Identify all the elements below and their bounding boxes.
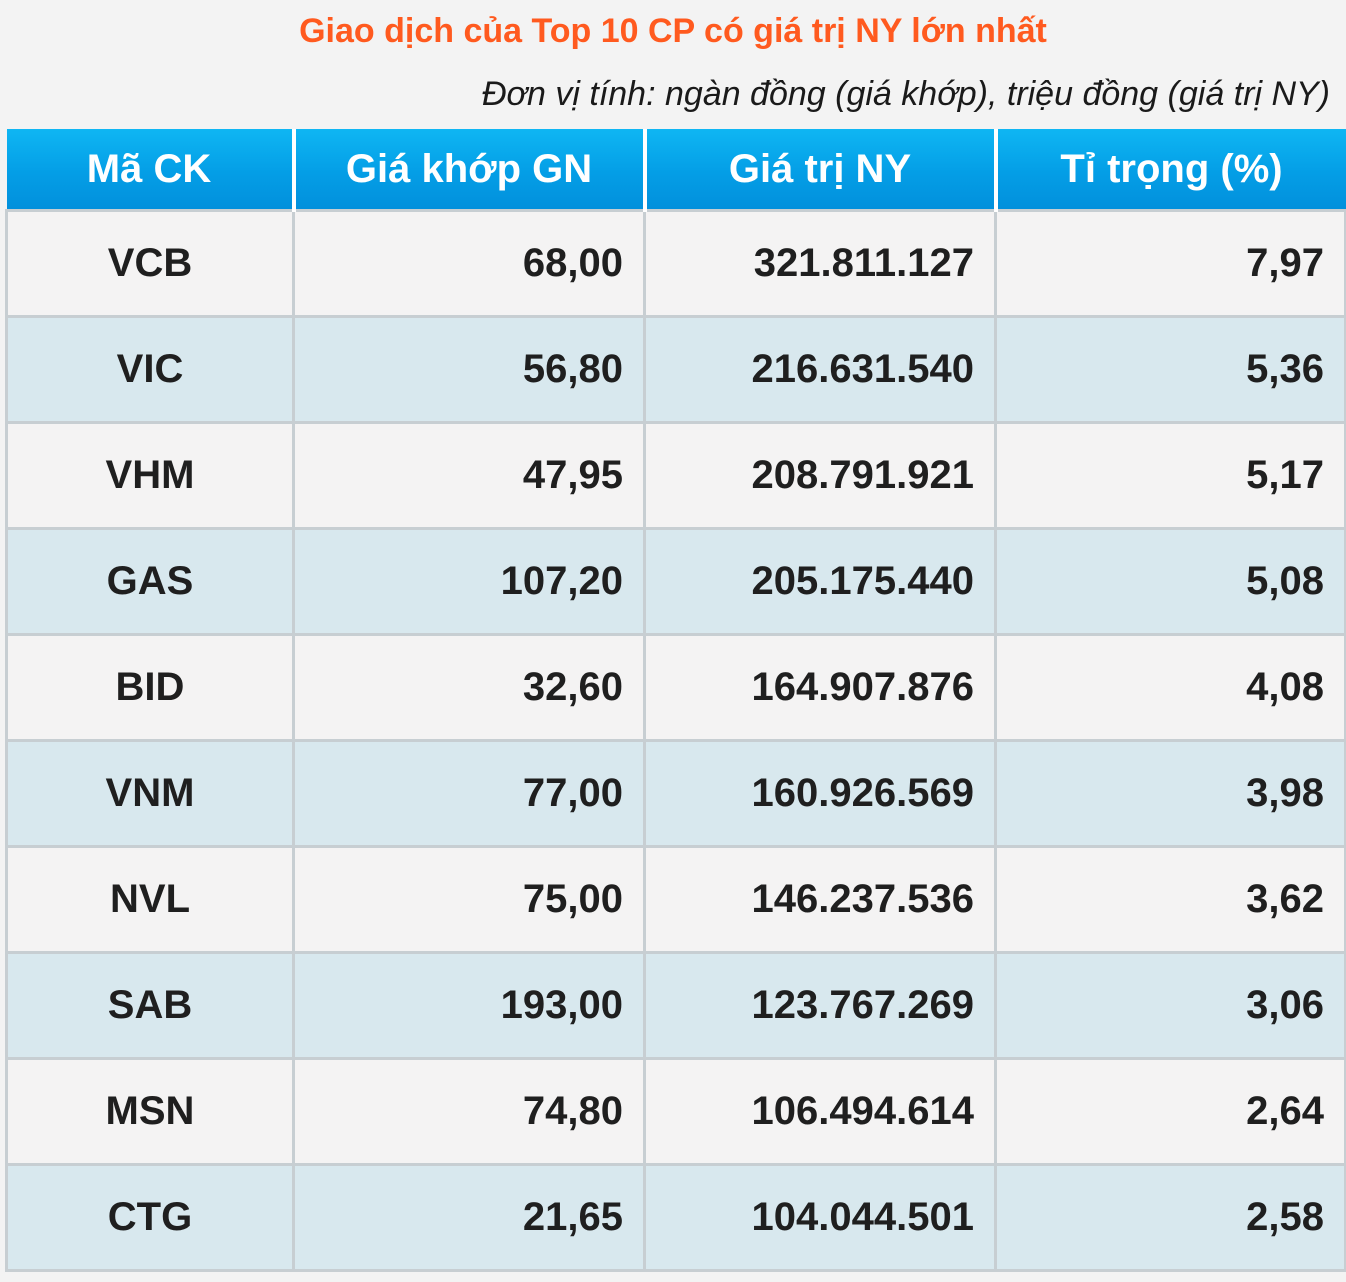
stock-code-cell: NVL bbox=[5, 845, 295, 954]
match-price-cell: 32,60 bbox=[292, 633, 646, 742]
match-price-cell: 56,80 bbox=[292, 315, 646, 424]
weight-cell: 2,58 bbox=[994, 1163, 1346, 1272]
stock-code-cell: GAS bbox=[5, 527, 295, 636]
match-price-cell: 74,80 bbox=[292, 1057, 646, 1166]
listed-value-cell: 160.926.569 bbox=[643, 739, 997, 848]
listed-value-cell: 123.767.269 bbox=[643, 951, 997, 1060]
stock-code-cell: VNM bbox=[5, 739, 295, 848]
weight-cell: 3,98 bbox=[994, 739, 1346, 848]
table-title: Giao dịch của Top 10 CP có giá trị NY lớ… bbox=[299, 12, 1047, 50]
match-price-cell: 68,00 bbox=[292, 209, 646, 318]
match-price-cell: 107,20 bbox=[292, 527, 646, 636]
match-price-cell: 75,00 bbox=[292, 845, 646, 954]
unit-note: Đơn vị tính: ngàn đồng (giá khớp), triệu… bbox=[481, 75, 1330, 113]
listed-value-cell: 321.811.127 bbox=[643, 209, 997, 318]
listed-value-cell: 146.237.536 bbox=[643, 845, 997, 954]
match-price-cell: 77,00 bbox=[292, 739, 646, 848]
column-header-match-price: Giá khớp GN bbox=[293, 129, 647, 211]
table-row: VNM 77,00 160.926.569 3,98 bbox=[5, 739, 1346, 848]
listed-value-cell: 164.907.876 bbox=[643, 633, 997, 742]
column-header-weight: Tỉ trọng (%) bbox=[995, 129, 1346, 211]
table-row: MSN 74,80 106.494.614 2,64 bbox=[5, 1057, 1346, 1166]
table-row: CTG 21,65 104.044.501 2,58 bbox=[5, 1163, 1346, 1272]
table-row: VHM 47,95 208.791.921 5,17 bbox=[5, 421, 1346, 530]
top10-stocks-table: Mã CK Giá khớp GN Giá trị NY Tỉ trọng (%… bbox=[5, 129, 1346, 1272]
listed-value-cell: 104.044.501 bbox=[643, 1163, 997, 1272]
column-header-code: Mã CK bbox=[6, 129, 296, 211]
table-row: SAB 193,00 123.767.269 3,06 bbox=[5, 951, 1346, 1060]
weight-cell: 5,17 bbox=[994, 421, 1346, 530]
stock-code-cell: MSN bbox=[5, 1057, 295, 1166]
weight-cell: 5,36 bbox=[994, 315, 1346, 424]
stock-code-cell: VIC bbox=[5, 315, 295, 424]
table-row: VCB 68,00 321.811.127 7,97 bbox=[5, 209, 1346, 318]
match-price-cell: 21,65 bbox=[292, 1163, 646, 1272]
stock-code-cell: VHM bbox=[5, 421, 295, 530]
weight-cell: 2,64 bbox=[994, 1057, 1346, 1166]
stock-code-cell: VCB bbox=[5, 209, 295, 318]
stock-code-cell: SAB bbox=[5, 951, 295, 1060]
weight-cell: 3,06 bbox=[994, 951, 1346, 1060]
table-row: GAS 107,20 205.175.440 5,08 bbox=[5, 527, 1346, 636]
listed-value-cell: 106.494.614 bbox=[643, 1057, 997, 1166]
listed-value-cell: 208.791.921 bbox=[643, 421, 997, 530]
listed-value-cell: 205.175.440 bbox=[643, 527, 997, 636]
weight-cell: 5,08 bbox=[994, 527, 1346, 636]
stock-code-cell: CTG bbox=[5, 1163, 295, 1272]
column-header-listed-value: Giá trị NY bbox=[644, 129, 998, 211]
table-row: VIC 56,80 216.631.540 5,36 bbox=[5, 315, 1346, 424]
listed-value-cell: 216.631.540 bbox=[643, 315, 997, 424]
match-price-cell: 193,00 bbox=[292, 951, 646, 1060]
weight-cell: 7,97 bbox=[994, 209, 1346, 318]
table-row: BID 32,60 164.907.876 4,08 bbox=[5, 633, 1346, 742]
match-price-cell: 47,95 bbox=[292, 421, 646, 530]
table-row: NVL 75,00 146.237.536 3,62 bbox=[5, 845, 1346, 954]
weight-cell: 3,62 bbox=[994, 845, 1346, 954]
stock-code-cell: BID bbox=[5, 633, 295, 742]
header-row: Mã CK Giá khớp GN Giá trị NY Tỉ trọng (%… bbox=[6, 129, 1346, 211]
weight-cell: 4,08 bbox=[994, 633, 1346, 742]
